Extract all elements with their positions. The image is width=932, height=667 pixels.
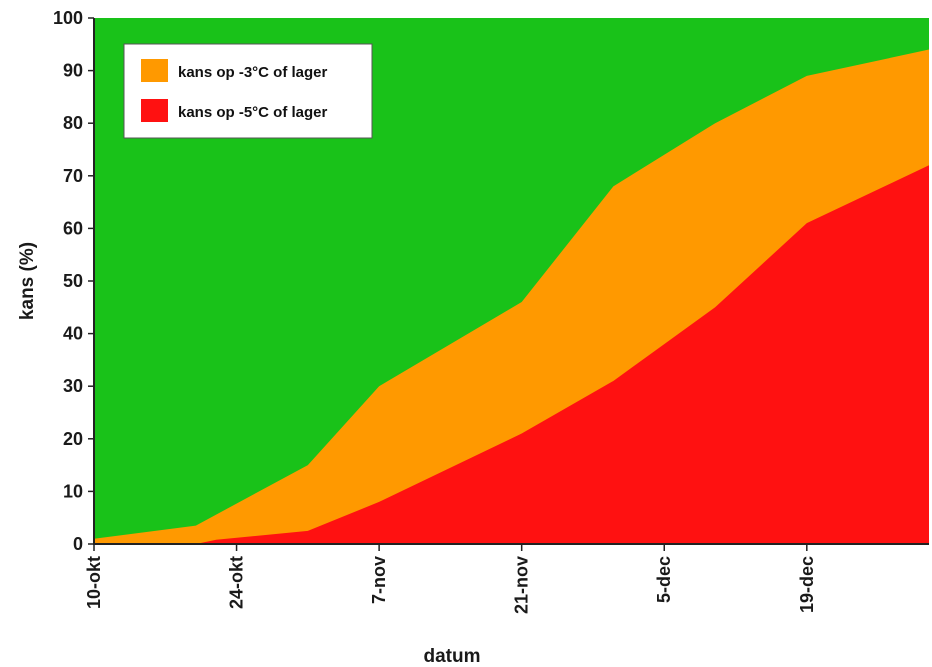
legend-label-0: kans op -3°C of lager	[178, 64, 328, 81]
x-tick-label: 5-dec	[654, 556, 674, 603]
series-layer	[94, 49, 929, 545]
y-axis-title: kans (%)	[17, 242, 38, 320]
legend: kans op -3°C of lager kans op -5°C of la…	[123, 43, 373, 139]
y-tick-label: 30	[63, 376, 83, 396]
x-tick-label: 10-okt	[84, 556, 104, 609]
y-ticks: 0 10 20 30 40 50 60 70 80 90 100	[53, 8, 94, 554]
legend-label-1: kans op -5°C of lager	[178, 104, 328, 121]
legend-box	[123, 43, 373, 139]
y-tick-label: 60	[63, 218, 83, 238]
legend-swatch-0	[141, 59, 168, 82]
y-tick-label: 10	[63, 481, 83, 501]
y-tick-label: 80	[63, 113, 83, 133]
x-tick-label: 7-nov	[369, 556, 389, 604]
x-tick-label: 21-nov	[512, 556, 532, 614]
y-tick-label: 40	[63, 324, 83, 344]
y-tick-label: 0	[73, 534, 83, 554]
y-tick-label: 100	[53, 8, 83, 28]
y-tick-label: 20	[63, 429, 83, 449]
x-tick-label: 24-okt	[227, 556, 247, 609]
x-ticks: 10-okt 24-okt 7-nov 21-nov 5-dec 19-dec	[84, 544, 817, 614]
series-area-1	[94, 165, 929, 544]
y-tick-label: 50	[63, 271, 83, 291]
x-tick-label: 19-dec	[797, 556, 817, 613]
y-tick-label: 70	[63, 166, 83, 186]
y-tick-label: 90	[63, 61, 83, 81]
legend-swatch-1	[141, 99, 168, 122]
x-axis-title: datum	[424, 646, 481, 667]
